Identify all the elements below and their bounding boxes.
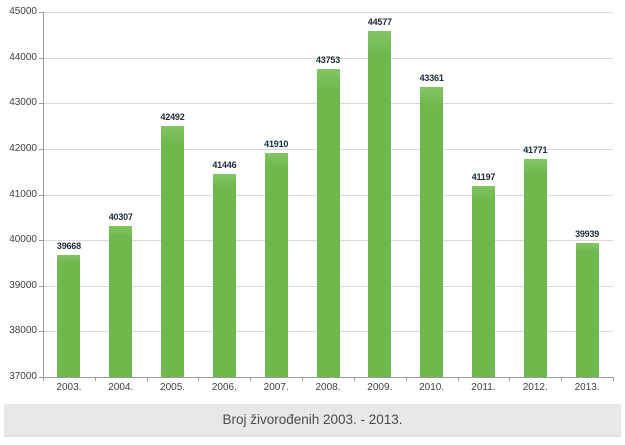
x-axis-tick-label: 2011. (471, 382, 496, 393)
x-axis-tick (302, 377, 304, 381)
bar (57, 255, 81, 377)
bar-value-label: 42492 (160, 112, 185, 123)
y-axis-tick (39, 331, 43, 333)
y-axis-tick-label: 42000 (9, 142, 37, 154)
x-axis-tick-label: 2004. (108, 382, 134, 393)
y-axis-tick-label: 43000 (9, 97, 37, 109)
x-axis-tick-label: 2008. (315, 382, 341, 393)
x-axis-tick (43, 377, 44, 381)
y-axis-tick (39, 240, 43, 242)
x-axis-line (43, 377, 614, 378)
bar-value-label: 41446 (212, 160, 237, 171)
y-axis-tick (39, 12, 43, 13)
y-axis-tick-label: 41000 (9, 188, 37, 200)
y-axis-tick (39, 57, 43, 59)
x-axis-tick-label: 2012. (522, 382, 548, 393)
y-axis-tick-label: 40000 (9, 234, 37, 246)
chart-caption: Broj živorođenih 2003. - 2013. (4, 404, 621, 437)
x-axis-tick-label: 2006. (211, 382, 237, 393)
bar (109, 226, 133, 377)
x-axis-tick (250, 377, 252, 381)
bar-value-label: 41771 (523, 145, 548, 156)
y-axis-tick (39, 103, 43, 105)
x-axis-tick (198, 377, 200, 381)
x-axis-tick-label: 2007. (263, 382, 289, 393)
bar (420, 86, 444, 377)
bar-value-label: 41910 (264, 138, 289, 149)
bar-value-label: 39668 (56, 241, 81, 252)
bar-value-label: 44577 (367, 17, 392, 28)
bar (575, 242, 599, 377)
bar-value-label: 41197 (471, 171, 496, 182)
bar-value-label: 43361 (419, 72, 444, 83)
x-axis-tick (509, 377, 511, 381)
x-axis-tick-label: 2003. (56, 382, 82, 393)
bar (523, 159, 547, 377)
y-axis-tick-label: 44000 (9, 51, 37, 63)
bar-value-label: 43753 (315, 54, 341, 65)
bar-value-label: 40307 (108, 212, 133, 223)
x-axis-tick-label: 2005. (160, 382, 186, 393)
y-axis-tick (39, 194, 43, 196)
x-axis-tick (146, 377, 148, 381)
y-axis-tick-label: 45000 (9, 6, 37, 17)
bar (161, 126, 185, 377)
bar-value-label: 39939 (575, 228, 600, 239)
x-axis-tick (613, 377, 614, 381)
x-axis-tick (94, 377, 96, 381)
x-axis-tick-label: 2009. (367, 382, 393, 393)
y-axis-tick-label: 39000 (9, 279, 37, 291)
x-axis-tick (457, 377, 459, 381)
bar (212, 174, 236, 377)
y-axis-tick (39, 148, 43, 150)
y-axis-tick (39, 285, 43, 287)
x-axis-tick-label: 2013. (574, 382, 600, 393)
chart-caption-text: Broj živorođenih 2003. - 2013. (222, 412, 403, 427)
y-axis-tick-label: 38000 (9, 325, 37, 337)
y-axis-tick (39, 377, 43, 378)
y-axis-line (43, 12, 44, 377)
bar (264, 152, 288, 377)
x-axis-tick (405, 377, 407, 381)
bar (316, 68, 340, 377)
bar (368, 31, 392, 377)
bar (471, 185, 495, 377)
gridline (43, 57, 613, 59)
x-axis-tick-label: 2010. (419, 382, 445, 393)
y-axis-tick-label: 37000 (9, 371, 37, 382)
x-axis-tick (561, 377, 563, 381)
x-axis-tick (353, 377, 355, 381)
gridline (43, 12, 613, 13)
